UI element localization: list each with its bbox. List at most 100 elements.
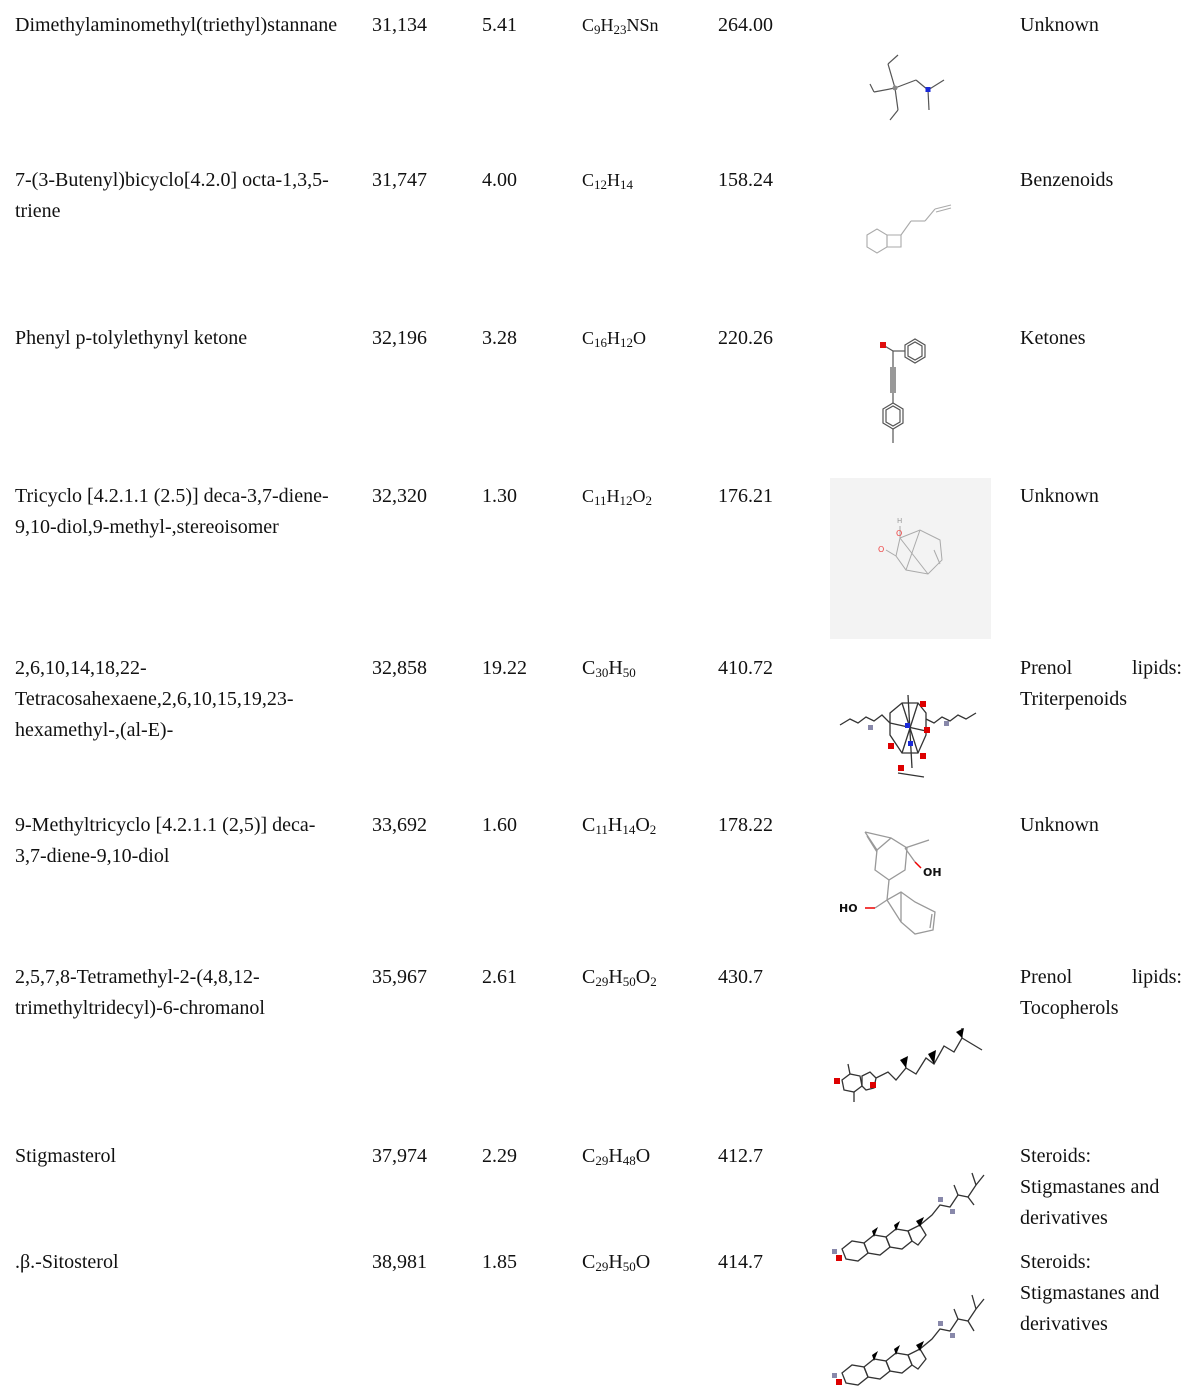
peak-area: 5.41 bbox=[482, 14, 517, 36]
molecular-formula: C9H23NSn bbox=[582, 10, 702, 41]
molecular-formula: C29H50O bbox=[582, 1247, 702, 1278]
retention-time: 37,974 bbox=[372, 1145, 427, 1167]
table-row: 7-(3-Butenyl)bicyclo[4.2.0] octa-1,3,5-t… bbox=[0, 155, 1189, 313]
formula-subscript: 9 bbox=[594, 22, 601, 37]
molecular-formula: C16H12O bbox=[582, 323, 702, 354]
svg-text:HO: HO bbox=[839, 902, 858, 915]
molecular-weight: 412.7 bbox=[718, 1145, 763, 1167]
compound-class: Benzenoids bbox=[1020, 169, 1114, 191]
peak-area: 19.22 bbox=[482, 657, 527, 679]
table-row: .β.-Sitosterol 38,981 1.85 C29H50O 414.7… bbox=[0, 1237, 1189, 1390]
formula-element: H bbox=[607, 170, 621, 190]
molecular-weight: 178.22 bbox=[718, 814, 773, 836]
table-row: 2,6,10,14,18,22-Tetracosahexaene,2,6,10,… bbox=[0, 643, 1189, 800]
formula-subscript: 12 bbox=[594, 177, 608, 192]
formula-element: C bbox=[582, 170, 595, 190]
retention-time: 31,134 bbox=[372, 14, 427, 36]
molecular-weight: 414.7 bbox=[718, 1251, 763, 1273]
structure-dimethylaminomethyl-triethylstannane-icon bbox=[860, 50, 960, 125]
compound-class: Unknown bbox=[1020, 14, 1099, 36]
compound-name: 9-Methyltricyclo [4.2.1.1 (2,5)] deca-3,… bbox=[15, 814, 316, 867]
molecular-formula: C29H50O2 bbox=[582, 962, 702, 993]
formula-subscript: 16 bbox=[594, 335, 608, 350]
compound-name: .β.-Sitosterol bbox=[15, 1251, 119, 1273]
molecular-weight: 430.7 bbox=[718, 966, 763, 988]
formula-element: C bbox=[582, 15, 595, 35]
retention-time: 31,747 bbox=[372, 169, 427, 191]
molecular-weight: 220.26 bbox=[718, 327, 773, 349]
formula-subscript: 14 bbox=[620, 177, 634, 192]
compound-class: Unknown bbox=[1020, 814, 1099, 836]
formula-element: C bbox=[582, 1251, 596, 1273]
formula-element: C bbox=[582, 1145, 596, 1167]
formula-element: O bbox=[635, 1145, 651, 1167]
table-row: 9-Methyltricyclo [4.2.1.1 (2,5)] deca-3,… bbox=[0, 800, 1189, 952]
formula-subscript: 30 bbox=[595, 665, 609, 680]
structure-sitosterol-icon bbox=[828, 1283, 988, 1390]
formula-subscript: 29 bbox=[595, 1153, 609, 1168]
formula-element: H bbox=[607, 814, 623, 836]
formula-element: H bbox=[608, 1251, 623, 1273]
structure-phenyl-tolylethynyl-ketone-icon bbox=[865, 331, 945, 461]
peak-area: 1.60 bbox=[482, 814, 517, 836]
formula-subscript: 2 bbox=[645, 493, 653, 508]
compound-name: Phenyl p-tolylethynyl ketone bbox=[15, 327, 248, 349]
formula-element: O bbox=[635, 814, 650, 836]
table-row: Phenyl p-tolylethynyl ketone 32,196 3.28… bbox=[0, 313, 1189, 471]
formula-subscript: 29 bbox=[595, 1259, 609, 1274]
retention-time: 38,981 bbox=[372, 1251, 427, 1273]
structure-squalene-icon bbox=[838, 673, 978, 788]
peak-area: 1.85 bbox=[482, 1251, 517, 1273]
table-row: Tricyclo [4.2.1.1 (2.5)] deca-3,7-diene-… bbox=[0, 471, 1189, 643]
compound-class: Steroids: Stigmastanes and derivatives bbox=[1020, 1145, 1160, 1229]
retention-time: 33,692 bbox=[372, 814, 427, 836]
compound-name: Dimethylaminomethyl(triethyl)stannane bbox=[15, 14, 338, 36]
formula-subscript: 12 bbox=[620, 335, 634, 350]
formula-subscript: 23 bbox=[613, 22, 627, 37]
molecular-weight: 264.00 bbox=[718, 14, 773, 36]
table-row: Dimethylaminomethyl(triethyl)stannane 31… bbox=[0, 0, 1189, 155]
formula-element: H bbox=[600, 15, 614, 35]
molecular-weight: 158.24 bbox=[718, 169, 773, 191]
formula-element: C bbox=[582, 486, 595, 506]
compound-class: Steroids: Stigmastanes and derivatives bbox=[1020, 1251, 1160, 1335]
retention-time: 32,858 bbox=[372, 657, 427, 679]
structure-butenyl-bicyclooctatriene-icon bbox=[855, 195, 965, 270]
compound-class: Prenol lipids: Tocopherols bbox=[1020, 966, 1182, 1019]
formula-element: O bbox=[632, 486, 646, 506]
peak-area: 1.30 bbox=[482, 485, 517, 507]
molecular-formula: C29H48O bbox=[582, 1141, 702, 1172]
compound-class: Prenol lipids: Triterpenoids bbox=[1020, 657, 1182, 710]
molecular-formula: C11H14O2 bbox=[582, 810, 702, 841]
retention-time: 32,320 bbox=[372, 485, 427, 507]
peak-area: 3.28 bbox=[482, 327, 517, 349]
compound-name: 7-(3-Butenyl)bicyclo[4.2.0] octa-1,3,5-t… bbox=[15, 169, 329, 222]
molecular-weight: 176.21 bbox=[718, 485, 773, 507]
molecular-formula: C30H50 bbox=[582, 653, 702, 684]
peak-area: 2.61 bbox=[482, 966, 517, 988]
molecular-formula: C12H14 bbox=[582, 165, 702, 196]
molecular-formula: C11H12O2 bbox=[582, 481, 702, 512]
structure-stigmasterol-icon bbox=[828, 1161, 988, 1266]
svg-text:H: H bbox=[897, 517, 902, 525]
formula-element: H bbox=[608, 1145, 623, 1167]
formula-element: C bbox=[582, 966, 596, 988]
formula-subscript: 50 bbox=[622, 1259, 636, 1274]
compound-class: Ketones bbox=[1020, 327, 1086, 349]
formula-subscript: 14 bbox=[622, 822, 636, 837]
formula-element: C bbox=[582, 328, 595, 348]
formula-element: C bbox=[582, 657, 596, 679]
table-row: Stigmasterol 37,974 2.29 C29H48O 412.7 S… bbox=[0, 1131, 1189, 1262]
formula-element: H bbox=[607, 328, 621, 348]
structure-tricyclodecadienediol-stereoisomer-icon: O O H bbox=[830, 478, 991, 639]
formula-subscript: 29 bbox=[595, 974, 609, 989]
compound-name: Stigmasterol bbox=[15, 1145, 117, 1167]
formula-subscript: 11 bbox=[595, 822, 608, 837]
formula-element: O bbox=[635, 966, 651, 988]
formula-subscript: 50 bbox=[622, 665, 636, 680]
formula-element: NSn bbox=[626, 15, 659, 35]
peak-area: 2.29 bbox=[482, 1145, 517, 1167]
formula-subscript: 2 bbox=[649, 822, 657, 837]
structure-methyltricyclodecadienediol-icon: OH HO bbox=[835, 822, 980, 940]
svg-text:O: O bbox=[896, 529, 902, 538]
